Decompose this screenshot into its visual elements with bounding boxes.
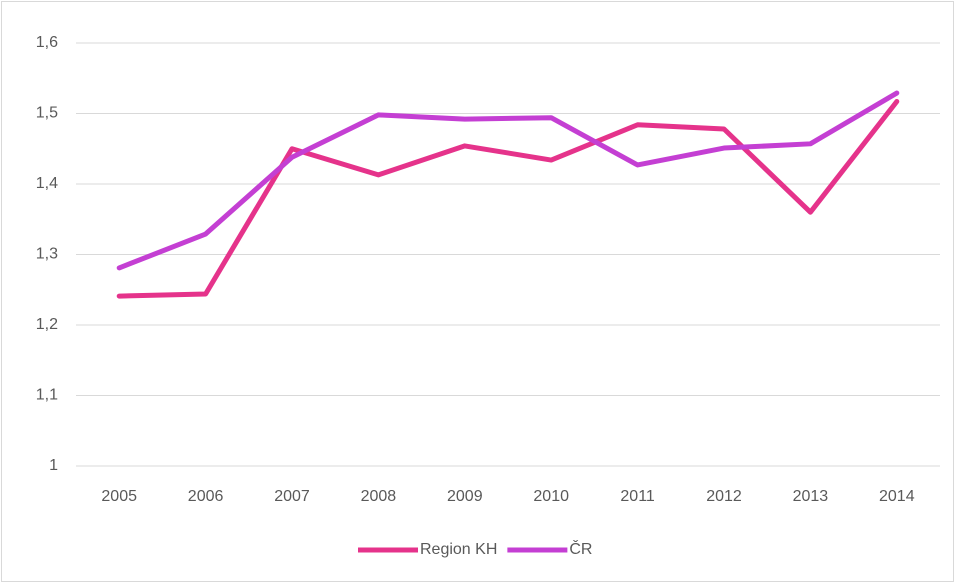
x-tick-label: 2013	[793, 488, 829, 505]
x-tick-label: 2007	[274, 488, 310, 505]
x-tick-label: 2006	[188, 488, 224, 505]
x-tick-label: 2011	[620, 488, 655, 505]
legend-label: ČR	[569, 539, 592, 558]
x-tick-label: 2014	[879, 488, 915, 505]
x-tick-label: 2008	[361, 488, 397, 505]
y-tick-label: 1,6	[36, 34, 58, 51]
series-line	[116, 90, 900, 271]
x-tick-label: 2009	[447, 488, 483, 505]
x-tick-label: 2005	[101, 488, 137, 505]
y-tick-label: 1	[49, 457, 58, 474]
legend-label: Region KH	[420, 541, 497, 558]
y-tick-label: 1,5	[36, 105, 58, 122]
y-tick-label: 1,2	[36, 316, 58, 333]
series-line	[116, 99, 900, 299]
y-tick-label: 1,1	[36, 387, 58, 404]
y-tick-label: 1,3	[36, 246, 58, 263]
y-tick-label: 1,4	[36, 175, 58, 192]
x-tick-label: 2012	[706, 488, 742, 505]
x-tick-label: 2010	[533, 488, 569, 505]
